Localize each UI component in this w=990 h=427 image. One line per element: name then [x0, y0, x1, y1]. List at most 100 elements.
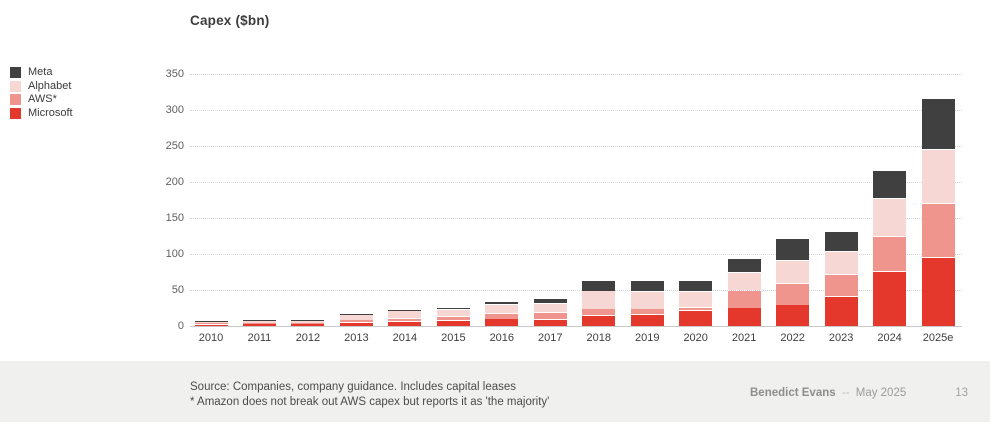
x-tick-label: 2023	[828, 332, 854, 344]
bar-segment-meta	[727, 259, 761, 272]
x-tick-label: 2012	[295, 332, 321, 344]
bar-2013	[339, 74, 373, 326]
y-tick-label: 250	[165, 140, 184, 152]
legend-swatch-icon	[10, 67, 21, 79]
bar-segment-microsoft	[242, 324, 276, 326]
bar-segment-aws	[630, 309, 664, 315]
x-tick-label: 2018	[586, 332, 611, 344]
bar-segment-microsoft	[679, 311, 713, 326]
bar-2024	[873, 74, 907, 326]
footer-author: Benedict Evans	[750, 387, 836, 399]
chart-legend: Meta Alphabet AWS* Microsoft	[10, 66, 73, 120]
y-tick-label: 100	[165, 248, 184, 260]
bar-2015	[436, 74, 470, 326]
plot-area	[190, 74, 962, 327]
bar-segment-microsoft	[339, 322, 373, 326]
legend-item-microsoft: Microsoft	[10, 107, 73, 121]
bar-segment-aws	[921, 203, 955, 257]
bar-segment-microsoft	[630, 315, 664, 326]
legend-label: Meta	[28, 66, 53, 79]
x-tick-label: 2014	[392, 332, 418, 344]
legend-label: Alphabet	[28, 79, 72, 92]
y-tick-label: 200	[165, 176, 184, 188]
bar-segment-alphabet	[630, 291, 664, 309]
footer-credit: Benedict Evans -- May 2025	[750, 387, 906, 399]
x-tick-label: 2015	[441, 332, 466, 344]
gridline	[190, 146, 962, 147]
bar-segment-microsoft	[727, 308, 761, 326]
bar-segment-aws	[339, 320, 373, 323]
bar-segment-microsoft	[533, 319, 567, 326]
bar-2023	[824, 74, 858, 326]
x-tick-label: 2013	[344, 332, 369, 344]
bar-segment-aws	[776, 283, 810, 305]
gridline	[190, 74, 962, 75]
bar-2010	[194, 74, 228, 326]
gridline	[190, 182, 962, 183]
bar-2025e	[921, 74, 955, 326]
x-tick-label: 2021	[731, 332, 757, 344]
footer-source-note: Source: Companies, company guidance. Inc…	[190, 380, 549, 410]
bar-segment-meta	[824, 231, 858, 252]
bar-2012	[291, 74, 325, 326]
bar-segment-meta	[873, 171, 907, 199]
bar-segment-alphabet	[533, 303, 567, 312]
gridline	[190, 110, 962, 111]
bar-segment-meta	[679, 281, 713, 292]
bar-segment-microsoft	[824, 297, 858, 326]
bar-segment-alphabet	[339, 315, 373, 320]
bar-segment-alphabet	[679, 292, 713, 307]
bar-segment-alphabet	[776, 261, 810, 284]
x-tick-label: 2020	[683, 332, 708, 344]
bar-2014	[388, 74, 422, 326]
page-number: 13	[955, 387, 968, 399]
x-tick-label: 2025e	[922, 332, 954, 344]
bar-2018	[582, 74, 616, 326]
bar-segment-aws	[388, 318, 422, 322]
bar-segment-alphabet	[824, 251, 858, 275]
bar-segment-microsoft	[436, 321, 470, 326]
bar-segment-aws	[824, 274, 858, 297]
y-tick-label: 350	[165, 68, 184, 80]
bar-segment-alphabet	[242, 321, 276, 323]
legend-swatch-icon	[10, 94, 21, 106]
x-tick-label: 2022	[780, 332, 805, 344]
bar-2017	[533, 74, 567, 326]
bar-segment-meta	[776, 238, 810, 261]
source-line-1: Source: Companies, company guidance. Inc…	[190, 381, 517, 393]
gridline	[190, 218, 962, 219]
bar-2019	[630, 74, 664, 326]
bar-segment-meta	[630, 280, 664, 291]
bar-segment-meta	[485, 301, 519, 305]
y-tick-label: 50	[171, 284, 184, 296]
bar-2021	[727, 74, 761, 326]
legend-label: AWS*	[28, 93, 57, 106]
bar-segment-alphabet	[727, 272, 761, 291]
bar-2016	[485, 74, 519, 326]
bar-segment-aws	[582, 309, 616, 316]
bar-segment-microsoft	[485, 319, 519, 326]
x-tick-label: 2017	[538, 332, 563, 344]
y-tick-label: 150	[165, 212, 184, 224]
bar-2020	[679, 74, 713, 326]
footer-separator: --	[841, 387, 850, 399]
gridline	[190, 254, 962, 255]
bar-segment-alphabet	[194, 322, 228, 324]
bar-segment-meta	[436, 307, 470, 309]
bar-segment-aws	[727, 291, 761, 308]
bar-segment-microsoft	[388, 322, 422, 326]
bar-segment-aws	[873, 236, 907, 272]
bar-2011	[242, 74, 276, 326]
bar-2022	[776, 74, 810, 326]
x-tick-label: 2024	[877, 332, 902, 344]
x-tick-label: 2019	[634, 332, 660, 344]
bar-segment-alphabet	[485, 305, 519, 313]
y-tick-label: 300	[165, 104, 184, 116]
y-tick-label: 0	[177, 320, 184, 332]
chart-title: Capex ($bn)	[190, 13, 270, 28]
source-line-2: * Amazon does not break out AWS capex bu…	[190, 396, 550, 408]
footer-date: May 2025	[855, 387, 907, 399]
bar-segment-meta	[582, 281, 616, 291]
bar-segment-alphabet	[582, 291, 616, 309]
bar-segment-aws	[679, 307, 713, 311]
